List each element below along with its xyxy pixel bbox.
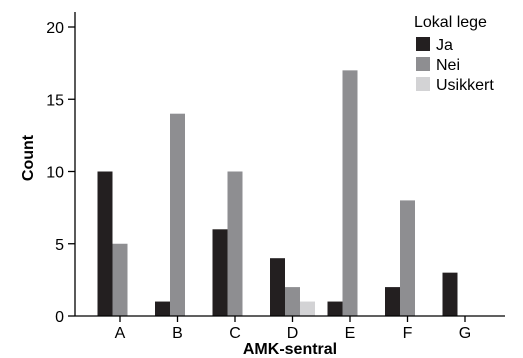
legend: Lokal lege Ja Nei Usikkert [414,14,494,94]
x-axis-title: AMK-sentral [243,341,337,358]
bar-nei-a [112,243,128,316]
bar-ja-b [155,301,170,316]
x-tick-label-b: B [172,325,183,342]
legend-items: Ja Nei Usikkert [416,37,494,94]
bar-ja-c [212,229,228,316]
bars [97,70,458,316]
legend-label-usikkert: Usikkert [436,77,494,94]
legend-swatch-ja [416,37,430,51]
x-tick-label-f: F [403,325,413,342]
legend-label-nei: Nei [436,57,460,74]
x-tick-label-g: G [459,325,471,342]
legend-swatch-nei [416,57,430,71]
y-tick-label-15: 15 [46,92,64,109]
y-tick-label-0: 0 [55,309,64,326]
bar-ja-g [442,272,458,316]
y-axis-title: Count [20,134,37,181]
bar-nei-e [342,70,358,316]
legend-label-ja: Ja [436,37,453,54]
bar-usikkert-d [300,301,315,316]
y-tick-label-20: 20 [46,20,64,37]
bar-ja-d [270,258,285,316]
legend-swatch-usikkert [416,77,430,91]
y-axis-ticks: 0 5 10 15 20 [46,20,75,326]
bar-ja-e [327,301,343,316]
bar-ja-a [97,171,113,316]
x-tick-label-c: C [229,325,241,342]
y-tick-label-5: 5 [55,237,64,254]
bar-nei-f [400,200,415,316]
y-tick-label-10: 10 [46,165,64,182]
x-axis-ticks: A B C D E F G [115,316,471,342]
bar-ja-f [385,287,400,316]
bar-nei-d [285,287,300,316]
x-tick-label-d: D [287,325,299,342]
legend-title: Lokal lege [414,14,487,31]
plot-area: 0 5 10 15 20 A B C D E F G [46,12,505,342]
x-tick-label-a: A [115,325,126,342]
bar-nei-b [170,113,185,316]
x-tick-label-e: E [345,325,356,342]
bar-nei-c [227,171,243,316]
